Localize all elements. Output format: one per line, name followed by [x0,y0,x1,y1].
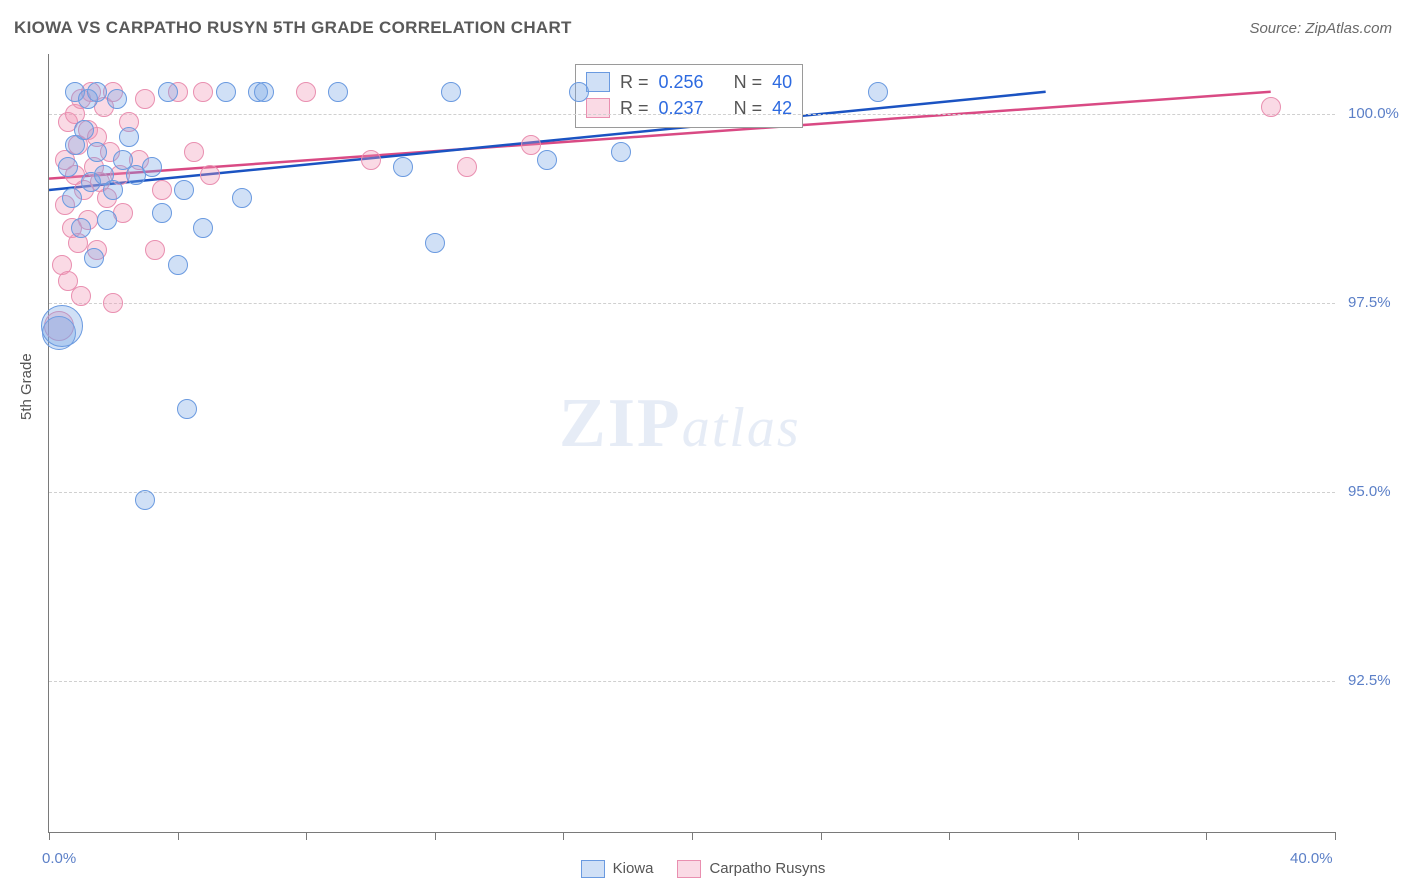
data-point [521,135,541,155]
data-point [254,82,274,102]
legend-label: Carpatho Rusyns [709,860,825,877]
data-point [119,127,139,147]
legend: Kiowa Carpatho Rusyns [0,848,1406,889]
data-point [296,82,316,102]
x-tick-label: 40.0% [1290,850,1333,867]
data-point [135,89,155,109]
y-tick-label: 100.0% [1348,105,1399,122]
stat-label: N = [734,69,763,95]
data-point [184,142,204,162]
data-point [152,180,172,200]
data-point [193,82,213,102]
data-point [200,165,220,185]
data-point [441,82,461,102]
y-tick-label: 95.0% [1348,483,1391,500]
data-point [71,218,91,238]
x-tick [435,832,436,840]
data-point [71,286,91,306]
data-point [457,157,477,177]
data-point [216,82,236,102]
gridline [49,303,1335,304]
data-point [145,240,165,260]
data-point [87,142,107,162]
gridline [49,114,1335,115]
x-tick [1335,832,1336,840]
x-tick [1206,832,1207,840]
data-point [74,120,94,140]
data-point [393,157,413,177]
stat-n-value: 42 [772,95,792,121]
data-point [41,305,83,347]
data-point [1261,97,1281,117]
x-tick [178,832,179,840]
stats-box: R = 0.256 N = 40 R = 0.237 N = 42 [575,64,803,128]
data-point [87,82,107,102]
stat-r-value: 0.237 [659,95,704,121]
legend-swatch [581,860,605,878]
x-tick [1078,832,1079,840]
data-point [97,210,117,230]
data-point [425,233,445,253]
data-point [158,82,178,102]
data-point [537,150,557,170]
y-axis-label: 5th Grade [18,353,35,420]
legend-label: Kiowa [613,860,654,877]
y-tick-label: 92.5% [1348,672,1391,689]
stat-n-value: 40 [772,69,792,95]
watermark: ZIPatlas [559,384,801,464]
x-tick [692,832,693,840]
x-tick [821,832,822,840]
stat-label: N = [734,95,763,121]
data-point [103,180,123,200]
trend-lines [49,54,1335,832]
stat-r-value: 0.256 [659,69,704,95]
chart-title: KIOWA VS CARPATHO RUSYN 5TH GRADE CORREL… [14,18,572,38]
data-point [611,142,631,162]
chart-container: { "title":"KIOWA VS CARPATHO RUSYN 5TH G… [0,0,1406,892]
gridline [49,681,1335,682]
stat-label: R = [620,69,649,95]
x-tick [949,832,950,840]
plot-area: R = 0.256 N = 40 R = 0.237 N = 42 ZIPatlas [48,54,1335,833]
data-point [177,399,197,419]
data-point [107,89,127,109]
data-point [58,157,78,177]
data-point [103,293,123,313]
x-tick-label: 0.0% [42,850,76,867]
data-point [328,82,348,102]
data-point [62,188,82,208]
data-point [361,150,381,170]
data-point [152,203,172,223]
data-point [193,218,213,238]
x-tick [563,832,564,840]
stats-row: R = 0.256 N = 40 [586,69,792,95]
stat-label: R = [620,95,649,121]
data-point [569,82,589,102]
legend-swatch [677,860,701,878]
data-point [142,157,162,177]
legend-swatch [586,72,610,92]
data-point [868,82,888,102]
data-point [135,490,155,510]
data-point [174,180,194,200]
data-point [232,188,252,208]
legend-item: Carpatho Rusyns [677,860,825,878]
legend-item: Kiowa [581,860,654,878]
gridline [49,492,1335,493]
x-tick [306,832,307,840]
stats-row: R = 0.237 N = 42 [586,95,792,121]
data-point [84,248,104,268]
data-point [168,255,188,275]
x-tick [49,832,50,840]
source-attribution: Source: ZipAtlas.com [1249,20,1392,37]
y-tick-label: 97.5% [1348,294,1391,311]
